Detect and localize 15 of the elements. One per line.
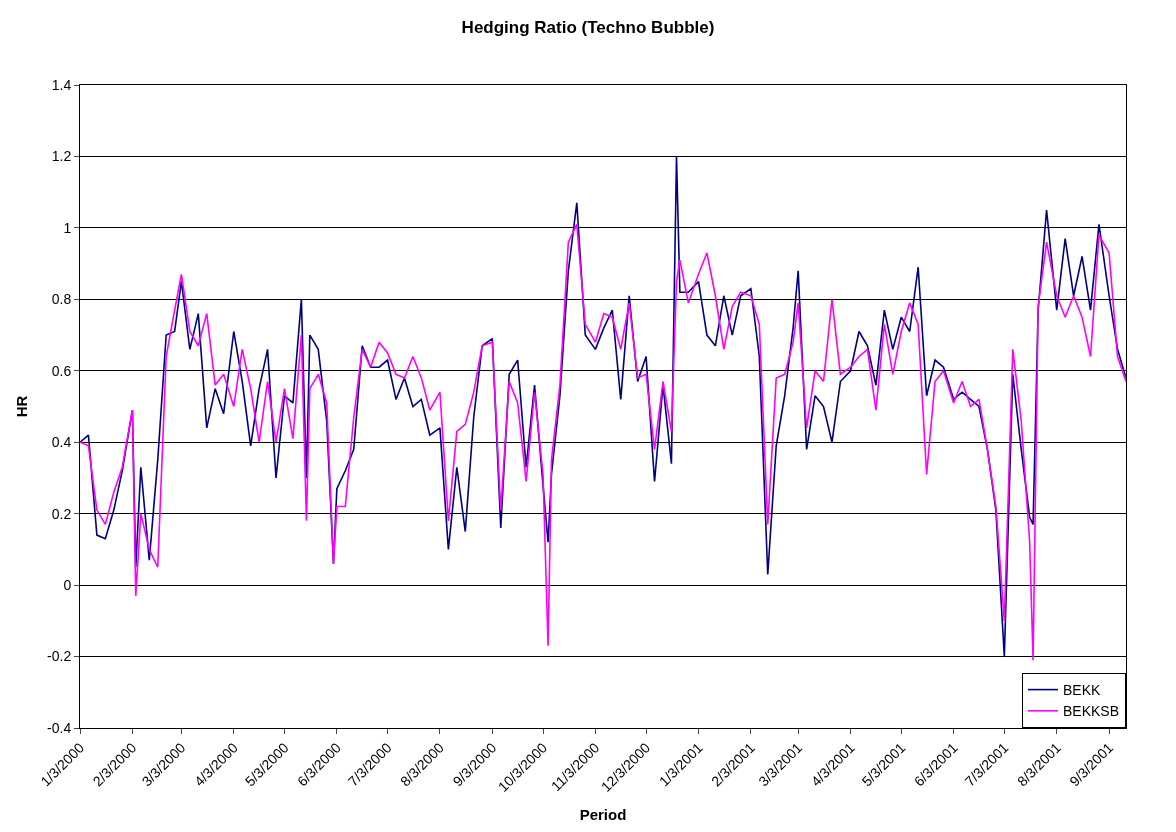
x-axis-title: Period	[579, 805, 627, 823]
y-tick-label: -0.4	[47, 719, 72, 736]
y-tick-label: 0.4	[51, 434, 72, 451]
chart-title: Hedging Ratio (Techno Bubble)	[461, 17, 715, 37]
y-tick-label: 1	[63, 219, 72, 236]
y-axis-title: HR	[13, 395, 31, 418]
y-tick-label: -0.2	[47, 648, 72, 665]
y-tick-label: 1.2	[51, 148, 72, 165]
y-tick-label: 1.4	[51, 76, 72, 93]
y-tick-label: 0.2	[51, 505, 72, 522]
y-tick-label: 0	[63, 577, 72, 594]
y-tick-label: 0.6	[51, 362, 72, 379]
y-tick-label: 0.8	[51, 291, 72, 308]
legend-label: BEKK	[1063, 682, 1102, 699]
legend-label: BEKKSB	[1063, 703, 1120, 720]
